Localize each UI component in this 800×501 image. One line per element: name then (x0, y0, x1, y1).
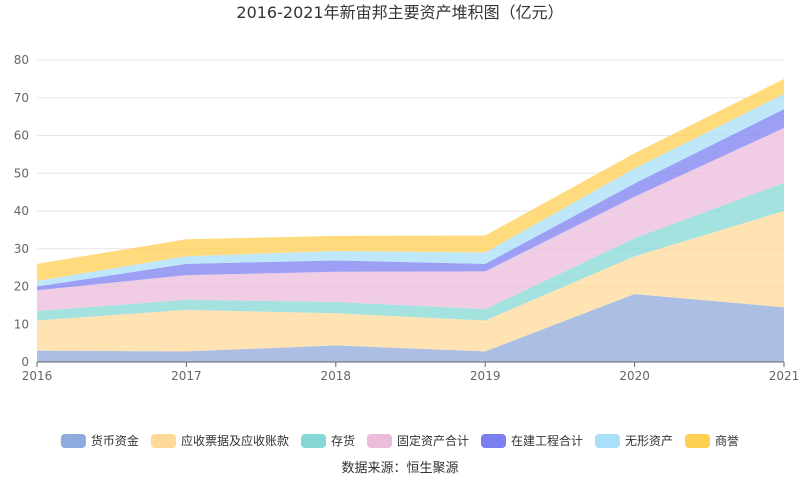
legend-swatch (595, 434, 620, 448)
area-series-7[interactable] (37, 78, 784, 281)
legend-item[interactable]: 固定资产合计 (367, 433, 469, 448)
x-tick-label: 2021 (769, 369, 800, 383)
legend: 货币资金 应收票据及应收账款 存货 固定资产合计 在建工程合计 无形资产 商誉 (60, 433, 739, 448)
legend-label: 无形资产 (625, 434, 673, 448)
x-tick-label: 2019 (470, 369, 501, 383)
x-tick-label: 2016 (22, 369, 53, 383)
legend-label: 商誉 (715, 433, 739, 448)
area-series-2[interactable] (37, 211, 784, 352)
legend-label: 存货 (331, 433, 355, 448)
y-tick-label: 70 (14, 91, 29, 105)
legend-item[interactable]: 存货 (301, 433, 355, 448)
legend-swatch (60, 434, 86, 448)
legend-item[interactable]: 货币资金 (60, 433, 139, 448)
legend-label: 在建工程合计 (511, 433, 583, 448)
legend-item[interactable]: 在建工程合计 (481, 433, 583, 448)
area-series-1[interactable] (37, 294, 784, 362)
area-series-4[interactable] (37, 127, 784, 312)
legend-label: 货币资金 (91, 433, 139, 448)
legend-swatch (481, 434, 506, 448)
y-tick-label: 50 (14, 166, 29, 180)
legend-swatch (367, 434, 392, 448)
y-tick-label: 20 (14, 280, 29, 294)
x-tick-label: 2018 (321, 369, 352, 383)
legend-item[interactable]: 无形资产 (595, 434, 673, 448)
legend-label: 固定资产合计 (397, 433, 469, 448)
source-note: 数据来源：恒生聚源 (341, 461, 458, 476)
y-tick-label: 40 (14, 204, 29, 218)
area-series-3[interactable] (37, 182, 784, 321)
axes: 0 10 20 30 40 50 60 70 80 2016 2017 2018 2019 2020 202… (14, 53, 800, 383)
y-tick-label: 60 (14, 129, 29, 143)
y-tick-label: 0 (21, 355, 29, 369)
x-tick-label: 2017 (171, 369, 202, 383)
legend-item[interactable]: 商誉 (685, 433, 739, 448)
x-tick-label: 2020 (619, 369, 650, 383)
area-series-group (37, 78, 784, 362)
legend-label: 应收票据及应收账款 (181, 433, 289, 448)
legend-item[interactable]: 应收票据及应收账款 (151, 433, 289, 448)
chart-title: 2016-2021年新宙邦主要资产堆积图（亿元） (236, 3, 563, 22)
y-tick-label: 10 (14, 317, 29, 331)
legend-swatch (301, 434, 326, 448)
y-tick-label: 80 (14, 53, 29, 67)
y-tick-label: 30 (14, 242, 29, 256)
legend-swatch (151, 434, 176, 448)
legend-swatch (685, 434, 710, 448)
